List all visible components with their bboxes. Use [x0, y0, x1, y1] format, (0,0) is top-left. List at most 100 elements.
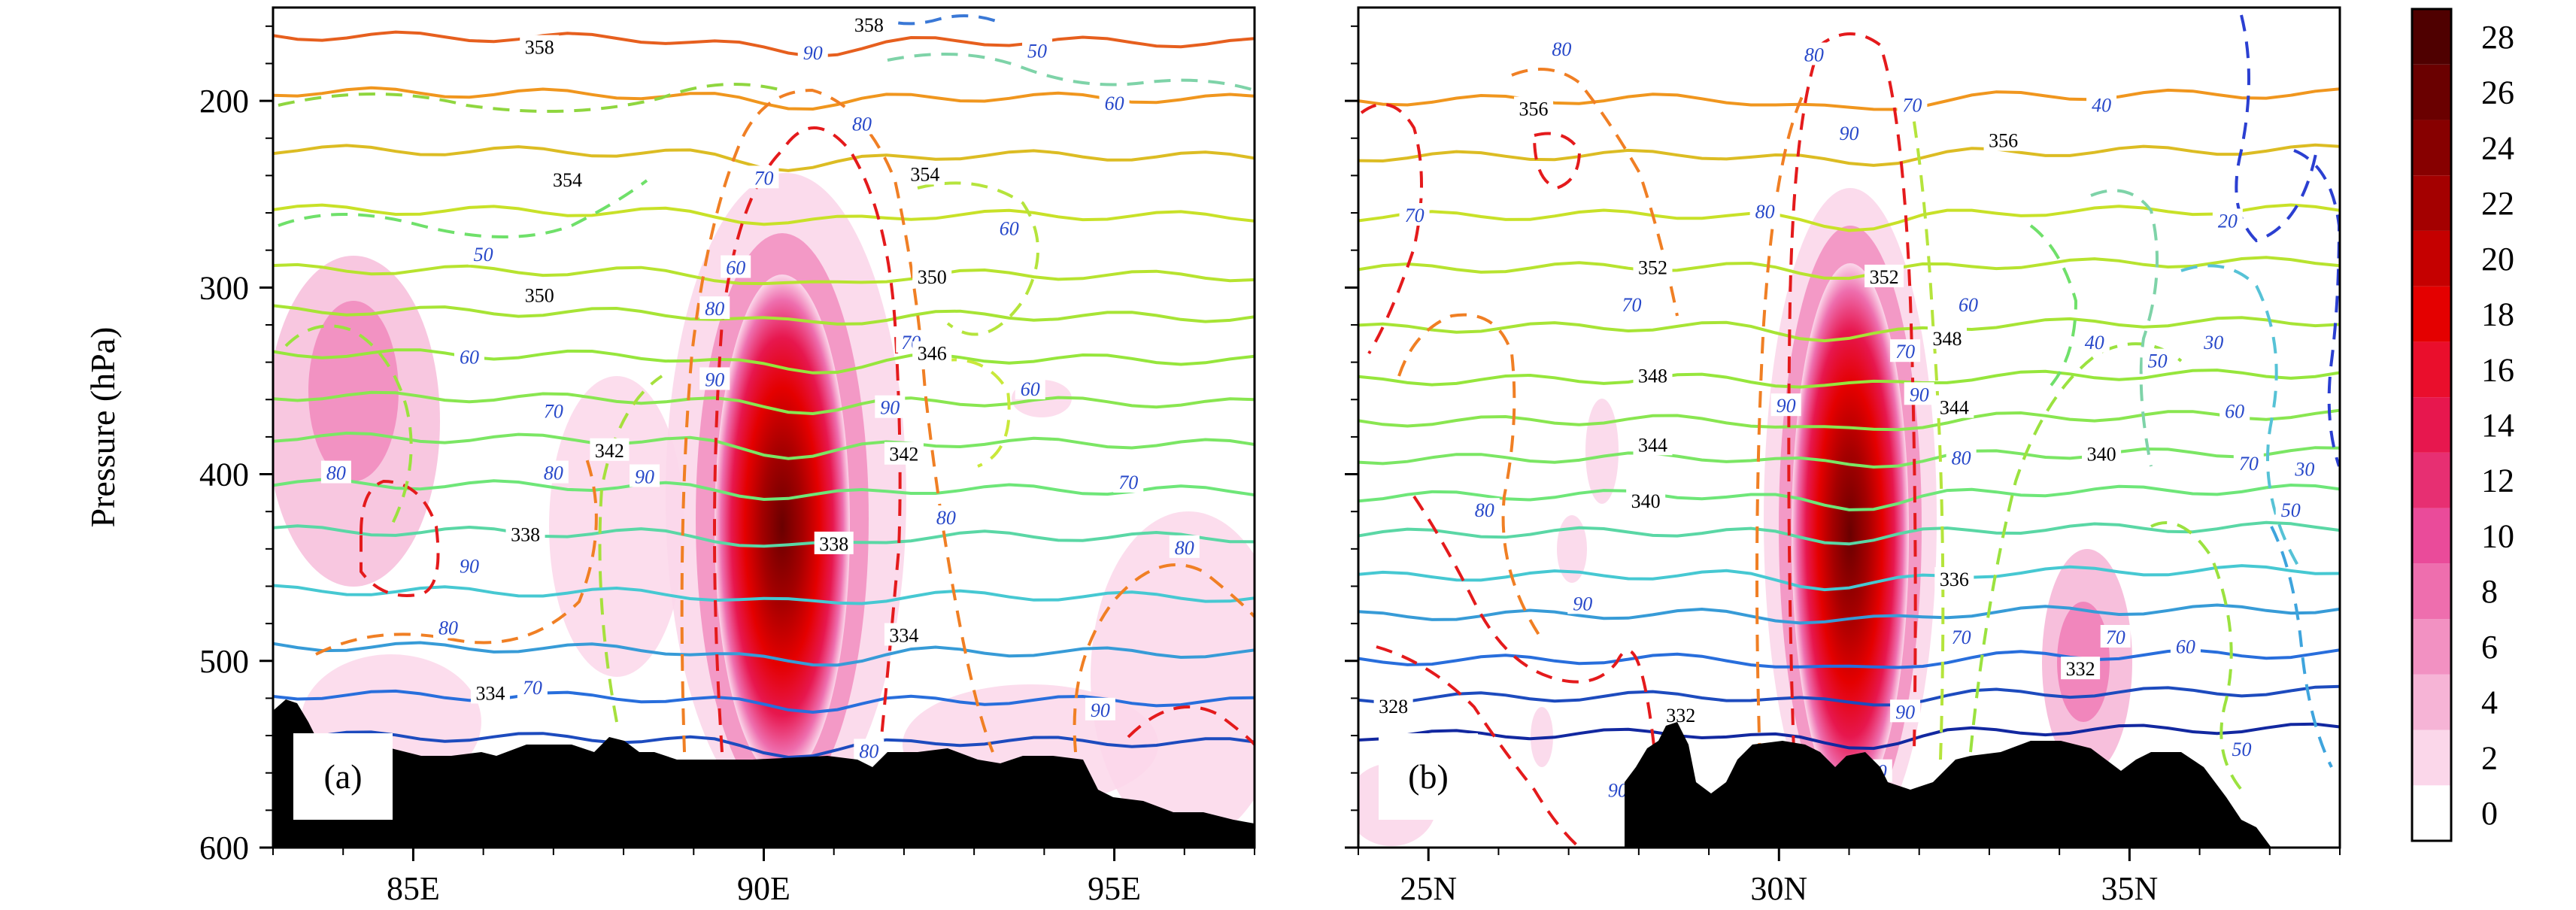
svg-text:90: 90 — [803, 42, 823, 64]
shade-blob — [1792, 263, 1909, 805]
colorbar-swatch — [2412, 9, 2451, 65]
svg-text:352: 352 — [1638, 257, 1667, 279]
rh-label: 90 — [1890, 699, 1921, 723]
svg-text:30: 30 — [2294, 459, 2314, 481]
panel-a-axes: 85E 90E 95E 200 300 400 500 600 — [199, 25, 1255, 907]
svg-text:70: 70 — [544, 401, 563, 423]
rh-label: 80 — [1546, 37, 1577, 60]
svg-text:80: 80 — [705, 298, 724, 320]
rh-contour — [939, 358, 1011, 468]
rh-label: 40 — [2079, 329, 2110, 353]
theta-contour — [273, 348, 1255, 375]
rh-label: 50 — [2226, 736, 2257, 760]
shade-blob — [715, 275, 850, 778]
theta-contour — [1358, 143, 2340, 167]
panel-a-terrain — [273, 699, 1255, 848]
rh-contour — [278, 83, 783, 113]
theta-label: 328 — [1373, 693, 1413, 717]
rh-contour — [887, 53, 1255, 92]
rh-contour — [1532, 132, 1582, 190]
theta-contour — [273, 689, 1255, 714]
theta-contour — [273, 584, 1255, 605]
panel-a-tag: (a) — [323, 757, 362, 796]
colorbar-label: 18 — [2481, 296, 2514, 333]
rh-contour — [1755, 89, 1807, 760]
svg-text:90: 90 — [1776, 395, 1796, 417]
theta-label: 348 — [1633, 363, 1673, 387]
rh-contour — [315, 458, 598, 656]
svg-text:354: 354 — [910, 163, 939, 185]
rh-label: 40 — [2086, 93, 2117, 117]
rh-label: 90 — [797, 41, 828, 64]
svg-text:348: 348 — [1933, 328, 1962, 350]
colorbar-label: 28 — [2481, 19, 2514, 56]
theta-label: 350 — [520, 283, 560, 307]
theta-contour — [1358, 564, 2340, 592]
theta-contour — [273, 262, 1255, 286]
svg-text:342: 342 — [595, 440, 624, 462]
svg-text:90: 90 — [1840, 123, 1859, 144]
theta-label: 332 — [1661, 703, 1701, 726]
colorbar-label: 4 — [2481, 684, 2498, 721]
rh-label: 90 — [630, 464, 660, 488]
rh-label: 80 — [538, 460, 569, 484]
svg-text:70: 70 — [1405, 205, 1425, 226]
theta-contour — [1358, 316, 2340, 343]
rh-label: 80 — [854, 739, 884, 762]
rh-label: 70 — [1890, 339, 1921, 362]
svg-text:90: 90 — [1573, 593, 1592, 614]
rh-label: 70 — [538, 399, 569, 423]
theta-label: 358 — [849, 12, 889, 36]
svg-text:50: 50 — [2281, 499, 2301, 521]
colorbar-swatch — [2412, 120, 2451, 176]
svg-text:338: 338 — [511, 523, 540, 545]
theta-label: 356 — [1983, 128, 2023, 152]
svg-text:60: 60 — [2225, 401, 2244, 423]
theta-label: 356 — [1514, 96, 1554, 120]
rh-contour — [1511, 68, 1679, 317]
rh-label: 70 — [517, 675, 548, 699]
svg-text:60: 60 — [726, 257, 745, 279]
x-tick-label: 35N — [2101, 870, 2158, 907]
panel-b-theta-contours — [1358, 87, 2340, 751]
panel-b-rh-contours — [1360, 14, 2340, 848]
theta-contour — [1358, 369, 2340, 389]
svg-text:338: 338 — [819, 533, 848, 555]
rh-label: 80 — [1946, 445, 1977, 469]
svg-text:70: 70 — [2239, 453, 2259, 475]
rh-label: 50 — [1022, 38, 1053, 62]
rh-contour — [2270, 526, 2333, 768]
colorbar-label: 0 — [2481, 795, 2498, 832]
rh-label: 60 — [994, 216, 1024, 239]
colorbar-label: 24 — [2481, 129, 2514, 166]
rh-contour — [284, 324, 413, 527]
rh-label: 70 — [748, 165, 779, 189]
theta-contour — [1358, 603, 2340, 625]
rh-contour — [680, 88, 994, 753]
svg-text:80: 80 — [544, 463, 563, 484]
theta-label: 344 — [1934, 395, 1974, 419]
svg-text:60: 60 — [1000, 217, 1019, 239]
svg-text:90: 90 — [880, 397, 900, 419]
panel-a-tag-box — [293, 733, 393, 820]
y-axis-title: Pressure (hPa) — [83, 327, 122, 528]
svg-text:90: 90 — [705, 369, 724, 390]
svg-text:70: 70 — [1895, 341, 1915, 362]
svg-text:90: 90 — [1895, 701, 1915, 723]
colorbar-label: 16 — [2481, 351, 2514, 388]
svg-text:332: 332 — [2066, 658, 2095, 680]
theta-contour — [273, 390, 1255, 416]
rh-label: 50 — [2275, 498, 2306, 521]
colorbar-swatch — [2412, 619, 2451, 675]
svg-text:90: 90 — [1910, 384, 1929, 405]
svg-text:328: 328 — [1379, 696, 1408, 717]
rh-label: 70 — [1399, 203, 1430, 226]
theta-label: 350 — [912, 264, 952, 288]
svg-text:350: 350 — [918, 266, 947, 288]
theta-contour — [1358, 256, 2340, 281]
rh-contour — [1073, 563, 1255, 753]
colorbar-label: 8 — [2481, 573, 2498, 610]
rh-label: 90 — [699, 367, 730, 390]
svg-text:344: 344 — [1940, 397, 1969, 419]
theta-label: 334 — [470, 681, 510, 704]
